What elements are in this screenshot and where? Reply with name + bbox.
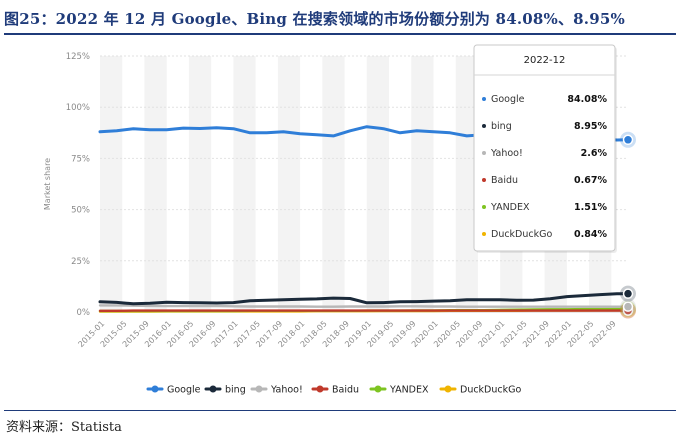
plot-band <box>277 56 301 312</box>
series-end-markers <box>620 131 636 319</box>
plot-band <box>233 56 256 312</box>
y-axis-label: Market share <box>43 158 52 210</box>
plot-band <box>188 56 212 312</box>
tooltip-series-name: DuckDuckGo <box>491 229 552 240</box>
chart-legend: Google bing Yahoo! Baidu YANDEX DuckDuckGo <box>146 385 521 396</box>
y-axis-ticks: 0% 25% 50% 75% 100% 125% <box>66 52 90 318</box>
legend-item-google[interactable]: Google <box>167 385 201 396</box>
legend-marker <box>316 385 324 393</box>
plot-band <box>322 56 345 312</box>
legend-item-yahoo[interactable]: Yahoo! <box>270 385 303 396</box>
y-tick-label: 75% <box>71 154 90 164</box>
tooltip-series-value: 0.84% <box>574 229 607 240</box>
tooltip-series-name: bing <box>491 121 512 132</box>
source-note: 资料来源：Statista <box>6 420 122 435</box>
tooltip-dot <box>482 205 486 209</box>
tooltip-series-name: Baidu <box>491 175 518 186</box>
tooltip: 2022-12 Google 84.08% bing 8.95% Yahoo! 2.6% Ba… <box>473 44 617 253</box>
plot-band <box>144 56 167 312</box>
tooltip-series-value: 1.51% <box>574 202 607 213</box>
tooltip-box <box>473 44 616 252</box>
legend-marker <box>444 385 452 393</box>
plot-band <box>100 56 123 312</box>
end-marker-google <box>622 134 634 146</box>
figure-title: 图25：2022 年 12 月 Google、Bing 在搜索领域的市场份额分别… <box>4 10 625 28</box>
y-tick-label: 100% <box>66 103 90 113</box>
tooltip-series-value: 8.95% <box>574 121 607 132</box>
source-divider <box>4 410 676 411</box>
series-lines <box>98 125 630 313</box>
series-line-bing <box>98 292 630 306</box>
tooltip-series-value: 84.08% <box>567 94 607 105</box>
tooltip-dot <box>482 178 486 182</box>
tooltip-title: 2022-12 <box>524 55 566 66</box>
x-axis-ticks: 2015-012015-052015-092016-012016-052016-… <box>76 319 617 349</box>
tooltip-series-name: Google <box>491 94 525 105</box>
legend-item-duckduckgo[interactable]: DuckDuckGo <box>460 385 521 396</box>
tooltip-series-name: Yahoo! <box>490 148 523 159</box>
title-divider <box>4 33 676 35</box>
tooltip-series-value: 0.67% <box>574 175 607 186</box>
legend-item-yandex[interactable]: YANDEX <box>389 385 429 396</box>
legend-marker <box>255 385 263 393</box>
tooltip-dot <box>482 151 486 155</box>
tooltip-dot <box>482 97 486 101</box>
legend-marker <box>209 385 217 393</box>
tooltip-series-value: 2.6% <box>581 148 608 159</box>
y-tick-label: 50% <box>71 206 90 216</box>
legend-marker <box>151 385 159 393</box>
plot-band <box>366 56 390 312</box>
end-marker-bing <box>622 288 634 299</box>
y-tick-label: 125% <box>66 52 90 62</box>
y-tick-label: 0% <box>77 308 91 318</box>
legend-marker <box>374 385 382 393</box>
plot-band <box>455 56 478 312</box>
series-line-yahoo <box>98 304 630 308</box>
y-tick-label: 25% <box>71 257 90 267</box>
plot-band <box>411 56 434 312</box>
tooltip-dot <box>482 232 486 236</box>
end-marker-yahoo <box>622 301 634 312</box>
legend-item-baidu[interactable]: Baidu <box>332 385 359 396</box>
legend-item-bing[interactable]: bing <box>225 385 246 396</box>
tooltip-series-name: YANDEX <box>490 202 530 213</box>
tooltip-dot <box>482 124 486 128</box>
